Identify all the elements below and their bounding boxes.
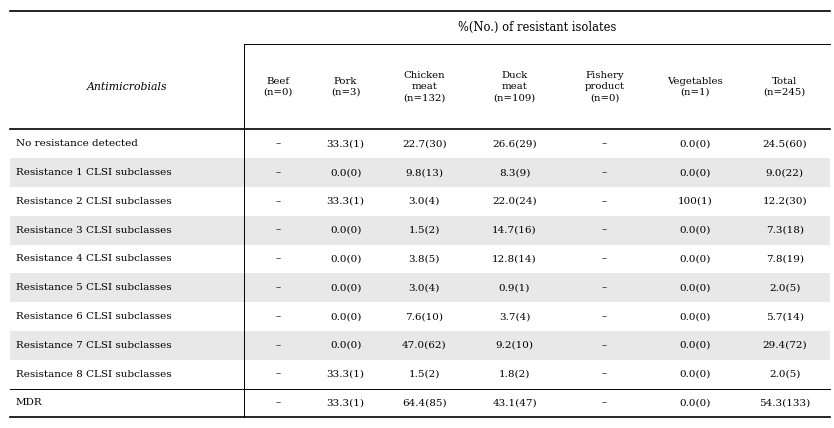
Text: 64.4(85): 64.4(85): [402, 398, 447, 407]
Text: 100(1): 100(1): [677, 197, 712, 206]
Text: Resistance 2 CLSI subclasses: Resistance 2 CLSI subclasses: [16, 197, 172, 206]
Text: 22.7(30): 22.7(30): [402, 140, 447, 149]
Text: 0.0(0): 0.0(0): [330, 341, 361, 350]
Text: 0.0(0): 0.0(0): [679, 168, 711, 177]
Text: –: –: [275, 255, 281, 264]
Text: 1.8(2): 1.8(2): [499, 370, 530, 379]
Text: 0.0(0): 0.0(0): [679, 341, 711, 350]
Text: 0.0(0): 0.0(0): [679, 255, 711, 264]
Text: –: –: [602, 398, 607, 407]
Text: 0.0(0): 0.0(0): [330, 168, 361, 177]
Text: Resistance 8 CLSI subclasses: Resistance 8 CLSI subclasses: [16, 370, 172, 379]
Text: –: –: [275, 168, 281, 177]
Text: 22.0(24): 22.0(24): [492, 197, 537, 206]
Text: 0.0(0): 0.0(0): [330, 312, 361, 321]
Text: –: –: [602, 140, 607, 149]
Text: –: –: [602, 168, 607, 177]
Text: 3.0(4): 3.0(4): [409, 283, 440, 292]
Text: Pork
(n=3): Pork (n=3): [331, 77, 360, 97]
Text: 0.0(0): 0.0(0): [679, 283, 711, 292]
Text: –: –: [275, 140, 281, 149]
Text: 1.5(2): 1.5(2): [409, 226, 440, 235]
Text: –: –: [275, 341, 281, 350]
Text: –: –: [275, 398, 281, 407]
Text: 0.0(0): 0.0(0): [330, 226, 361, 235]
Text: 54.3(133): 54.3(133): [759, 398, 811, 407]
Text: 12.8(14): 12.8(14): [492, 255, 537, 264]
Text: 0.0(0): 0.0(0): [330, 283, 361, 292]
Text: –: –: [602, 255, 607, 264]
Text: 8.3(9): 8.3(9): [499, 168, 530, 177]
Text: 47.0(62): 47.0(62): [402, 341, 447, 350]
Text: %(No.) of resistant isolates: %(No.) of resistant isolates: [458, 21, 616, 34]
Text: 12.2(30): 12.2(30): [762, 197, 807, 206]
Text: 9.2(10): 9.2(10): [495, 341, 534, 350]
Text: 33.3(1): 33.3(1): [327, 370, 364, 379]
Text: –: –: [602, 370, 607, 379]
Text: –: –: [602, 341, 607, 350]
Text: Resistance 6 CLSI subclasses: Resistance 6 CLSI subclasses: [16, 312, 172, 321]
Text: Fishery
product
(n=0): Fishery product (n=0): [585, 71, 625, 102]
Text: –: –: [275, 370, 281, 379]
Text: 7.8(19): 7.8(19): [766, 255, 804, 264]
Text: Antimicrobials: Antimicrobials: [87, 82, 168, 92]
Text: 0.0(0): 0.0(0): [679, 226, 711, 235]
Text: Resistance 4 CLSI subclasses: Resistance 4 CLSI subclasses: [16, 255, 172, 264]
Text: 43.1(47): 43.1(47): [492, 398, 537, 407]
Text: –: –: [602, 197, 607, 206]
Text: 0.0(0): 0.0(0): [679, 398, 711, 407]
Text: –: –: [275, 226, 281, 235]
Text: –: –: [275, 197, 281, 206]
Text: Resistance 3 CLSI subclasses: Resistance 3 CLSI subclasses: [16, 226, 172, 235]
Text: Total
(n=245): Total (n=245): [764, 77, 806, 97]
Text: No resistance detected: No resistance detected: [16, 140, 138, 149]
Text: Duck
meat
(n=109): Duck meat (n=109): [494, 71, 535, 102]
Text: 0.0(0): 0.0(0): [679, 140, 711, 149]
Text: 14.7(16): 14.7(16): [492, 226, 537, 235]
Text: MDR: MDR: [16, 398, 43, 407]
Text: 3.0(4): 3.0(4): [409, 197, 440, 206]
Text: 33.3(1): 33.3(1): [327, 140, 364, 149]
Text: 0.0(0): 0.0(0): [679, 370, 711, 379]
Text: 3.7(4): 3.7(4): [499, 312, 530, 321]
Text: Resistance 1 CLSI subclasses: Resistance 1 CLSI subclasses: [16, 168, 172, 177]
Text: –: –: [602, 312, 607, 321]
Text: –: –: [275, 283, 281, 292]
Text: 24.5(60): 24.5(60): [762, 140, 807, 149]
Text: 2.0(5): 2.0(5): [769, 370, 801, 379]
Text: 0.0(0): 0.0(0): [679, 312, 711, 321]
Text: –: –: [602, 226, 607, 235]
Text: 29.4(72): 29.4(72): [762, 341, 807, 350]
Text: Beef
(n=0): Beef (n=0): [264, 77, 293, 97]
Text: 9.0(22): 9.0(22): [766, 168, 804, 177]
Text: 7.3(18): 7.3(18): [766, 226, 804, 235]
Text: 3.8(5): 3.8(5): [409, 255, 440, 264]
Text: Resistance 7 CLSI subclasses: Resistance 7 CLSI subclasses: [16, 341, 172, 350]
Text: –: –: [275, 312, 281, 321]
Text: –: –: [602, 283, 607, 292]
Text: 26.6(29): 26.6(29): [492, 140, 537, 149]
Text: 5.7(14): 5.7(14): [766, 312, 804, 321]
Text: 9.8(13): 9.8(13): [405, 168, 444, 177]
Text: 2.0(5): 2.0(5): [769, 283, 801, 292]
Text: Vegetables
(n=1): Vegetables (n=1): [667, 77, 722, 97]
Text: 7.6(10): 7.6(10): [405, 312, 444, 321]
Text: Chicken
meat
(n=132): Chicken meat (n=132): [403, 71, 445, 102]
Text: 33.3(1): 33.3(1): [327, 398, 364, 407]
Text: 0.9(1): 0.9(1): [499, 283, 530, 292]
Text: Resistance 5 CLSI subclasses: Resistance 5 CLSI subclasses: [16, 283, 172, 292]
Text: 1.5(2): 1.5(2): [409, 370, 440, 379]
Text: 0.0(0): 0.0(0): [330, 255, 361, 264]
Text: 33.3(1): 33.3(1): [327, 197, 364, 206]
